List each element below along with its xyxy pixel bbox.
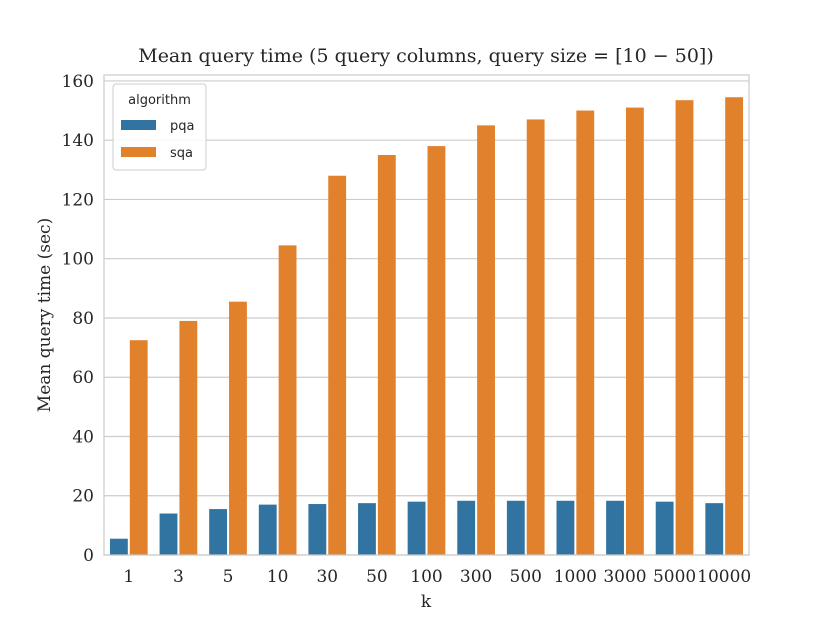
y-tick-label: 120 [62,190,94,210]
bar-sqa-3000 [625,107,644,555]
x-tick-label: 100 [410,567,442,587]
x-tick-label: 1 [123,567,134,587]
x-tick-label: 3 [173,567,184,587]
bar-sqa-50 [377,155,396,555]
x-tick-label: 300 [460,567,492,587]
bar-pqa-10 [258,504,277,555]
bar-sqa-100 [427,146,446,555]
legend-label-pqa: pqa [170,119,194,134]
y-tick-label: 140 [62,131,94,151]
y-tick-label: 0 [83,546,94,566]
x-tick-label: 30 [316,567,338,587]
bar-sqa-10000 [725,97,744,555]
y-axis-ticks: 0 20 40 60 80 100 120 140 160 [62,72,94,566]
bar-pqa-3 [159,513,178,555]
bar-sqa-30 [328,175,347,556]
y-tick-label: 80 [72,309,94,329]
bar-pqa-5000 [655,501,674,555]
y-tick-label: 160 [62,72,94,92]
x-axis-ticks: 1 3 5 10 30 50 100 300 500 1000 3000 5000 10000 [123,567,751,587]
bar-sqa-10 [278,245,297,556]
legend: algorithm pqa sqa [112,83,207,171]
bar-pqa-50 [358,503,376,555]
x-tick-label: 10000 [697,567,751,587]
legend-label-sqa: sqa [170,146,193,161]
legend-swatch-sqa [121,147,156,157]
bar-pqa-1000 [556,500,575,555]
y-tick-label: 100 [62,250,94,270]
bar-sqa-1000 [576,110,595,556]
x-tick-label: 3000 [603,567,646,587]
legend-swatch-pqa [121,120,156,130]
x-tick-label: 1000 [554,567,597,587]
x-tick-label: 5000 [653,567,696,587]
plot-frame [103,74,750,556]
bars [109,97,744,556]
bar-pqa-100 [407,501,426,555]
bar-pqa-1 [109,538,128,555]
chart-title: Mean query time (5 query columns, query … [138,45,714,67]
x-axis-label: k [421,592,432,612]
x-tick-label: 5 [223,567,234,587]
bar-sqa-1 [129,340,148,555]
bar-pqa-300 [457,500,476,555]
bar-pqa-10000 [705,503,724,555]
bar-pqa-500 [506,500,525,555]
bar-sqa-300 [477,125,495,556]
bar-pqa-30 [308,504,327,555]
bar-sqa-5000 [675,100,694,556]
bar-pqa-5 [209,509,228,555]
y-axis-label: Mean query time (sec) [35,218,55,412]
x-tick-label: 10 [267,567,289,587]
y-tick-label: 20 [72,487,94,507]
bar-sqa-3 [179,320,198,555]
y-tick-label: 40 [72,427,94,447]
bar-sqa-5 [229,301,247,555]
bar-pqa-3000 [606,500,624,555]
x-tick-label: 50 [366,567,388,587]
bar-sqa-500 [526,119,545,555]
legend-title: algorithm [128,93,191,108]
x-tick-label: 500 [510,567,542,587]
y-tick-label: 60 [72,368,94,388]
